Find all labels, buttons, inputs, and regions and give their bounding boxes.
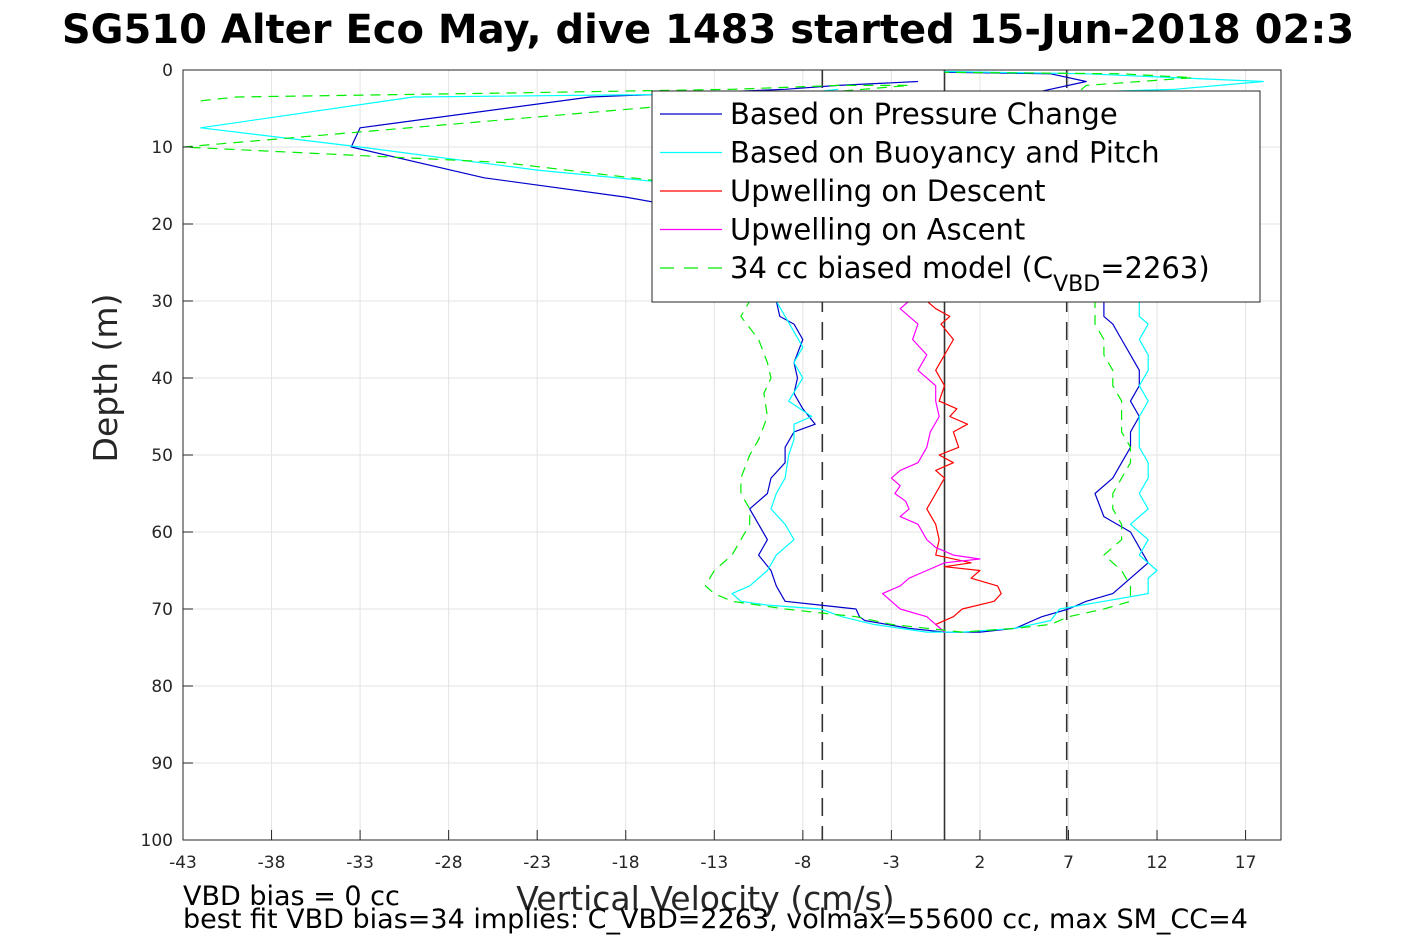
x-tick-label: -33: [346, 853, 374, 873]
y-tick-label: 70: [151, 600, 173, 620]
x-tick-label: 17: [1235, 853, 1257, 873]
legend-entry: Upwelling on Ascent: [730, 213, 1025, 247]
y-tick-label: 40: [151, 369, 173, 389]
x-tick-label: 2: [975, 853, 986, 873]
x-tick-label: -18: [612, 853, 640, 873]
x-tick-label: -23: [523, 853, 551, 873]
y-tick-label: 30: [151, 292, 173, 312]
x-tick-label: 12: [1146, 853, 1168, 873]
series-line: [881, 300, 981, 633]
chart-title: SG510 Alter Eco May, dive 1483 started 1…: [62, 7, 1354, 53]
x-tick-label: -43: [169, 853, 197, 873]
x-tick-label: -8: [794, 853, 811, 873]
x-tick-label: -28: [435, 853, 463, 873]
y-tick-label: 50: [151, 446, 173, 466]
legend-entry: Upwelling on Descent: [730, 174, 1046, 208]
y-tick-label: 90: [151, 754, 173, 774]
legend-box: [651, 90, 1261, 303]
legend: Based on Pressure Change Based on Buoyanc…: [651, 90, 1261, 303]
y-axis-label: Depth (m): [86, 294, 125, 463]
y-tick-label: 10: [151, 138, 173, 158]
vbd-bias-note: VBD bias = 0 cc: [183, 881, 400, 912]
best-fit-note: best fit VBD bias=34 implies: C_VBD=2263…: [183, 904, 1248, 935]
x-tick-label: 7: [1063, 853, 1074, 873]
y-tick-label: 20: [151, 215, 173, 235]
legend-entry: Based on Pressure Change: [730, 97, 1118, 131]
y-tick-label: 80: [151, 677, 173, 697]
y-tick-label: 0: [162, 61, 173, 81]
series-group: [182, 70, 1264, 633]
x-tick-label: -3: [883, 853, 900, 873]
legend-entry: Based on Buoyancy and Pitch: [730, 136, 1160, 170]
x-tick-labels: -43 -38 -33 -28 -23 -18 -13 -8 -3 2 7 12 17: [169, 830, 1256, 873]
y-tick-label: 60: [151, 523, 173, 543]
series-line: [926, 300, 1002, 633]
x-tick-label: -13: [700, 853, 728, 873]
y-tick-labels: 0 10 20 30 40 50 60 70 80 90 100: [141, 61, 193, 851]
series-line: [182, 71, 1194, 633]
y-tick-label: 100: [141, 831, 173, 851]
x-tick-label: -38: [258, 853, 286, 873]
x-axis-label: Vertical Velocity (cm/s): [516, 879, 894, 918]
